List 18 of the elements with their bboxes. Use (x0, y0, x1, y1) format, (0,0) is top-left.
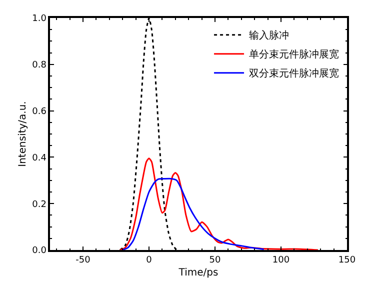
y-axis-title: Intensity/a.u. (18, 101, 29, 167)
x-axis-title: Time/ps (178, 268, 218, 279)
y-tick-label: 0.2 (32, 200, 46, 210)
line-series (122, 178, 265, 250)
y-tick-label: 0.8 (32, 60, 47, 71)
x-tick-label: -50 (76, 256, 91, 266)
y-tick-label: 0.4 (32, 153, 47, 164)
y-tick-label: 1.0 (32, 14, 47, 24)
legend-label: 输入脉冲 (249, 30, 290, 42)
line-series (119, 158, 319, 250)
legend-label: 单分束元件脉冲展宽 (249, 48, 340, 61)
y-tick-label: 0.6 (32, 106, 47, 117)
x-tick-label: 100 (272, 256, 290, 266)
x-tick-label: 0 (146, 256, 152, 266)
legend-label: 双分束元件脉冲展宽 (249, 68, 340, 80)
x-tick-label: 50 (209, 256, 221, 266)
y-tick-label: 0.0 (32, 246, 47, 256)
x-tick-label: 150 (338, 256, 356, 266)
